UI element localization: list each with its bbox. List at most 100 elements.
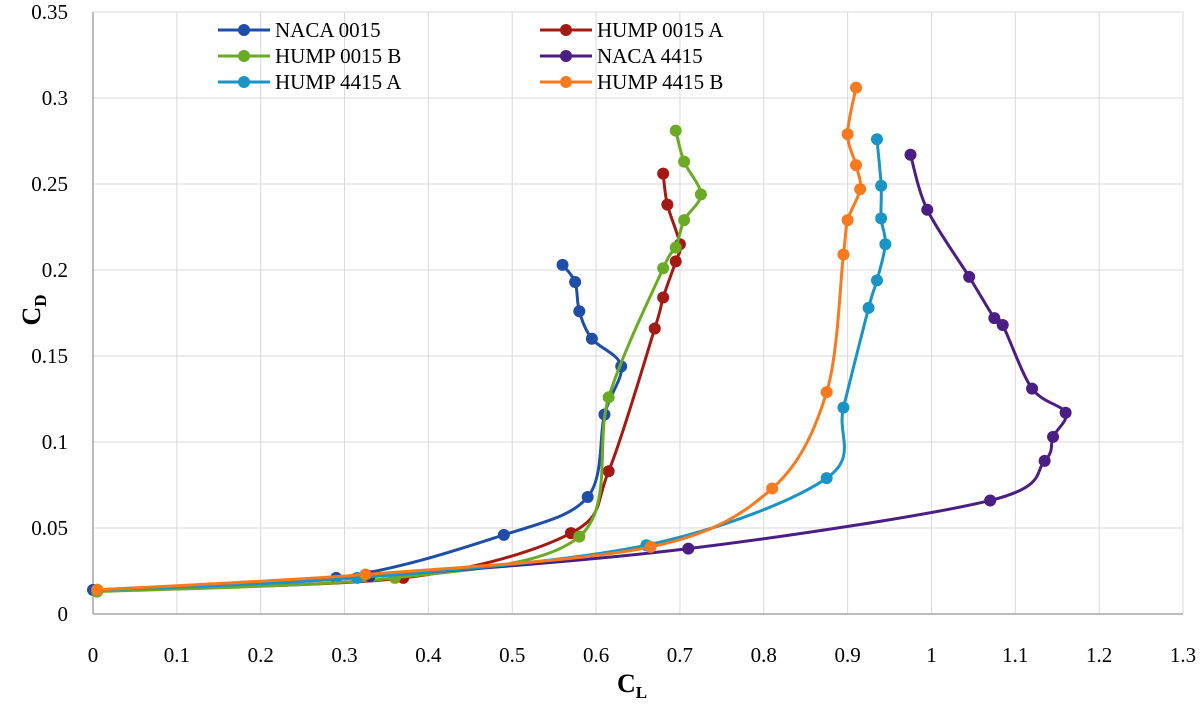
series-naca-4415 [91,148,1072,596]
x-tick-label: 0.2 [248,643,274,667]
data-point [841,128,854,141]
series-line [97,173,682,592]
data-point [661,198,674,211]
legend-label: HUMP 0015 B [275,44,401,68]
y-tick-label: 0.25 [31,172,68,196]
legend-item: HUMP 4415 A [218,70,402,94]
data-point [862,301,875,314]
y-tick-label: 0.3 [42,86,68,110]
legend-label: HUMP 0015 A [597,18,724,42]
data-point [694,188,707,201]
data-point [657,291,670,304]
legend-label: HUMP 4415 B [597,70,723,94]
data-point [820,472,833,485]
data-point [820,386,833,399]
data-point [1026,382,1039,395]
y-tick-label: 0.35 [31,0,68,24]
data-point [669,255,682,268]
data-point [497,528,510,541]
x-tick-label: 0.3 [331,643,357,667]
data-point [875,212,888,225]
x-tick-label: 0.7 [667,643,693,667]
x-tick-label: 0.8 [751,643,777,667]
legend-swatch-marker [238,50,250,62]
y-axis-title: CD [17,294,50,325]
y-tick-label: 0 [58,602,69,626]
axis-layer: 0 0.1 0.2 0.3 0.4 0.5 0.6 0.7 0.8 0.9 1 1.1 1.2 1.3 0 0… [31,0,1196,667]
legend-item: NACA 0015 [218,18,381,42]
data-point [963,270,976,283]
y-tick-label: 0.15 [31,344,68,368]
series-line [97,139,887,592]
data-point [988,312,1001,325]
y-tick-label: 0.05 [31,516,68,540]
legend-item: HUMP 0015 B [218,44,401,68]
y-tick-label: 0.2 [42,258,68,282]
data-point [678,214,691,227]
series-layer [87,81,1072,598]
x-tick-label: 0.9 [834,643,860,667]
x-axis-title: CL [617,669,647,702]
legend-swatch-marker [238,24,250,36]
legend-swatch-marker [560,24,572,36]
legend-item: HUMP 0015 A [540,18,724,42]
data-point [996,319,1009,332]
data-point [556,258,569,271]
data-point [1038,454,1051,467]
x-tick-label: 1.3 [1170,643,1196,667]
data-point [602,391,615,404]
data-point [573,530,586,543]
x-tick-label: 1.2 [1086,643,1112,667]
data-point [669,241,682,254]
series-line [92,263,623,592]
data-point [682,542,695,555]
data-point [766,482,779,495]
data-point [870,133,883,146]
y-tick-label: 0.1 [42,430,68,454]
data-point [854,183,867,196]
data-point [921,203,934,216]
x-tick-label: 0.1 [164,643,190,667]
data-point [678,155,691,168]
data-point [841,214,854,227]
data-point [573,305,586,318]
legend-item: NACA 4415 [540,44,703,68]
data-point [875,179,888,192]
data-point [984,494,997,507]
series-hump-4415-a [91,133,892,596]
x-tick-label: 0.4 [415,643,442,667]
data-point [644,540,657,553]
legend-swatch-marker [238,76,250,88]
data-point [669,124,682,137]
data-point [569,276,582,289]
legend-label: HUMP 4415 A [275,70,402,94]
series-line [97,154,1068,592]
data-point [1047,430,1060,443]
data-point [581,491,594,504]
legend-item: HUMP 4415 B [540,70,723,94]
data-point [91,583,104,596]
data-point [850,81,862,94]
data-point [850,159,862,172]
series-hump-0015-b [91,124,707,598]
legend-label: NACA 0015 [275,18,381,42]
data-point [657,262,670,275]
legend-swatch-marker [560,50,572,62]
data-point [837,401,850,414]
data-point [359,568,372,581]
data-point [657,167,670,180]
legend: NACA 0015 HUMP 0015 A HUMP 0015 B NACA 4415… [218,18,724,94]
data-point [648,322,661,335]
legend-swatch-marker [560,76,572,88]
series-hump-4415-b [91,81,867,596]
series-line [97,130,703,594]
data-point [837,248,850,261]
axis-titles: CL CD [17,294,647,702]
x-tick-label: 1.1 [1002,643,1028,667]
series-line [97,87,862,592]
series-hump-0015-a [91,167,686,596]
x-tick-label: 0 [88,643,99,667]
data-point [602,465,615,478]
